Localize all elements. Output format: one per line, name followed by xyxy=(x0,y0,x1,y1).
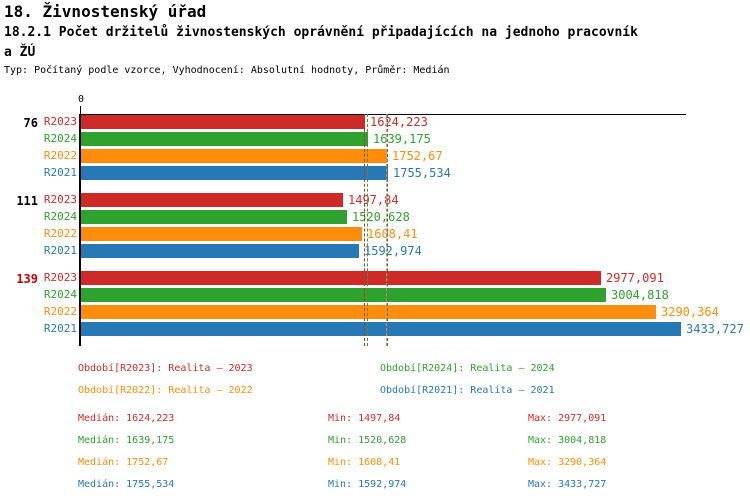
stat-min-r2022: Min: 1608,41 xyxy=(328,457,401,468)
stat-median-r2023: Medián: 1624,223 xyxy=(78,413,175,424)
series-label: R2023 xyxy=(43,115,77,128)
axis-zero-label: 0 xyxy=(77,94,85,105)
series-label: R2021 xyxy=(43,244,77,257)
legend-item-r2024: Období[R2024]: Realita – 2024 xyxy=(380,363,555,374)
stat-median-r2024: Medián: 1639,175 xyxy=(78,435,175,446)
series-label: R2021 xyxy=(43,166,77,179)
bar-value-label: 1624,223 xyxy=(370,115,428,129)
series-label: R2022 xyxy=(43,305,77,318)
stat-max-r2021: Max: 3433,727 xyxy=(528,479,607,490)
series-label: R2022 xyxy=(43,227,77,240)
bar-r2021 xyxy=(81,244,359,258)
bar-value-label: 1592,974 xyxy=(364,244,422,258)
group-label: 76 xyxy=(23,116,38,130)
bar-value-label: 3004,818 xyxy=(611,288,669,302)
bar-r2023 xyxy=(81,115,365,129)
bar-chart: 0 76 R2023 1624,223 R2024 1639,175 R2022 1752,… xyxy=(16,94,744,346)
axis-zero-tick xyxy=(80,106,81,114)
x-axis-line xyxy=(79,114,686,115)
bar-value-label: 1639,175 xyxy=(373,132,431,146)
median-line-r2023 xyxy=(364,114,365,346)
legend-item-r2023: Období[R2023]: Realita – 2023 xyxy=(78,363,253,374)
bar-r2024 xyxy=(81,132,368,146)
stat-max-r2022: Max: 3290,364 xyxy=(528,457,607,468)
bar-value-label: 1520,628 xyxy=(352,210,410,224)
bar-r2024 xyxy=(81,288,606,302)
group-label: 139 xyxy=(16,272,38,286)
stat-max-r2023: Max: 2977,091 xyxy=(528,413,607,424)
stat-max-r2024: Max: 3004,818 xyxy=(528,435,607,446)
stat-min-r2023: Min: 1497,84 xyxy=(328,413,401,424)
bar-value-label: 3433,727 xyxy=(686,322,744,336)
bar-value-label: 1608,41 xyxy=(367,227,418,241)
series-label: R2022 xyxy=(43,149,77,162)
series-label: R2023 xyxy=(43,271,77,284)
y-axis-line xyxy=(79,114,81,346)
series-label: R2024 xyxy=(43,210,77,223)
chart-meta: Typ: Počítaný podle vzorce, Vyhodnocení:… xyxy=(4,65,450,76)
median-line-r2024 xyxy=(367,114,368,346)
bar-r2022 xyxy=(81,227,362,241)
stat-min-r2021: Min: 1592,974 xyxy=(328,479,407,490)
bar-r2021 xyxy=(81,166,388,180)
bar-r2021 xyxy=(81,322,681,336)
stat-min-r2024: Min: 1520,628 xyxy=(328,435,407,446)
median-line-r2021 xyxy=(387,114,388,346)
bar-r2022 xyxy=(81,149,387,163)
bar-r2023 xyxy=(81,193,343,207)
series-label: R2024 xyxy=(43,132,77,145)
series-label: R2021 xyxy=(43,322,77,335)
bar-value-label: 1497,84 xyxy=(348,193,399,207)
median-line-r2022 xyxy=(386,114,387,346)
group-label: 111 xyxy=(16,194,38,208)
bar-value-label: 2977,091 xyxy=(606,271,664,285)
bar-value-label: 1752,67 xyxy=(392,149,443,163)
series-label: R2023 xyxy=(43,193,77,206)
series-label: R2024 xyxy=(43,288,77,301)
stat-median-r2021: Medián: 1755,534 xyxy=(78,479,175,490)
page-subtitle-line1: 18.2.1 Počet držitelů živnostenských opr… xyxy=(4,25,638,40)
bar-value-label: 3290,364 xyxy=(661,305,719,319)
bar-value-label: 1755,534 xyxy=(393,166,451,180)
bar-r2024 xyxy=(81,210,347,224)
page-title: 18. Živnostenský úřad xyxy=(4,2,207,21)
bar-r2022 xyxy=(81,305,656,319)
stat-median-r2022: Medián: 1752,67 xyxy=(78,457,169,468)
bar-r2023 xyxy=(81,271,601,285)
page-subtitle-line2: a ŽÚ xyxy=(4,45,36,60)
legend-item-r2022: Období[R2022]: Realita – 2022 xyxy=(78,385,253,396)
legend-item-r2021: Období[R2021]: Realita – 2021 xyxy=(380,385,555,396)
